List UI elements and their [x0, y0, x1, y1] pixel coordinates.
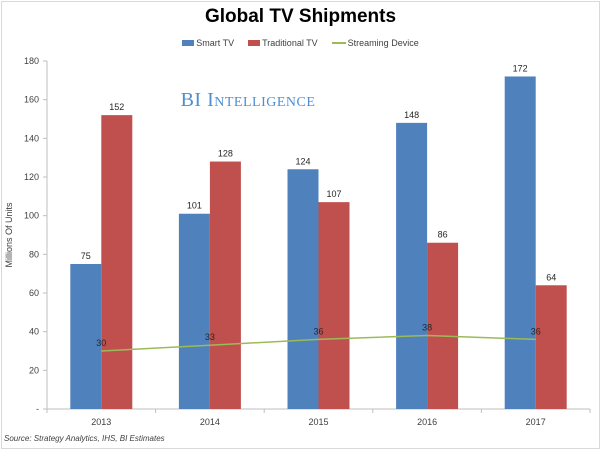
- legend-item-streaming-device: Streaming Device: [331, 38, 419, 48]
- axes: - 20 40 60 80 100 120 140 160 180 2013 2014 2015 2016…: [24, 56, 591, 427]
- data-label-traditional-tv: 86: [438, 230, 448, 240]
- bar-traditional-tv: [209, 161, 241, 409]
- x-tick-label: 2013: [91, 417, 111, 427]
- data-label-smart-tv: 75: [81, 251, 91, 261]
- chart-title: Global TV Shipments: [204, 6, 397, 27]
- legend-label-streaming-device: Streaming Device: [347, 38, 419, 48]
- legend-item-smart-tv: Smart TV: [182, 38, 234, 48]
- bar-smart-tv: [70, 264, 102, 409]
- x-tick-label: 2016: [417, 417, 437, 427]
- data-label-streaming-device: 33: [205, 332, 215, 342]
- y-tick-label: 100: [24, 211, 39, 221]
- y-tick-label: 140: [24, 133, 39, 143]
- legend-item-traditional-tv: Traditional TV: [248, 38, 318, 48]
- y-tick-label: 180: [24, 56, 39, 66]
- y-tick-label: 160: [24, 95, 39, 105]
- bars: [70, 76, 567, 409]
- y-tick-label: 80: [29, 249, 39, 259]
- bar-smart-tv: [504, 76, 536, 409]
- data-label-smart-tv: 124: [295, 156, 310, 166]
- legend-swatch-smart-tv: [182, 40, 195, 46]
- bar-traditional-tv: [318, 202, 350, 409]
- bar-traditional-tv: [427, 242, 459, 409]
- y-tick-label: 20: [29, 365, 39, 375]
- legend: Smart TV Traditional TV Streaming Device: [0, 38, 601, 48]
- y-tick-label: 120: [24, 172, 39, 182]
- y-tick-label: -: [36, 404, 39, 414]
- legend-label-smart-tv: Smart TV: [196, 38, 235, 48]
- y-tick-label: 60: [29, 288, 39, 298]
- bar-smart-tv: [396, 122, 428, 409]
- data-label-traditional-tv: 64: [546, 272, 556, 282]
- line-streaming-device: [101, 334, 536, 352]
- legend-label-traditional-tv: Traditional TV: [262, 38, 318, 48]
- x-tick-label: 2017: [526, 417, 546, 427]
- data-label-traditional-tv: 107: [326, 189, 341, 199]
- data-label-smart-tv: 172: [513, 63, 528, 73]
- data-label-smart-tv: 101: [187, 201, 202, 211]
- data-label-streaming-device: 38: [422, 323, 432, 333]
- y-axis-label: Millions Of Units: [4, 202, 14, 268]
- bar-traditional-tv: [535, 285, 567, 409]
- legend-swatch-traditional-tv: [248, 40, 261, 46]
- bar-smart-tv: [178, 213, 210, 409]
- x-tick-label: 2015: [308, 417, 328, 427]
- x-tick-label: 2014: [200, 417, 220, 427]
- data-label-streaming-device: 36: [313, 326, 323, 336]
- data-label-streaming-device: 36: [531, 326, 541, 336]
- data-label-streaming-device: 30: [96, 338, 106, 348]
- y-tick-label: 40: [29, 327, 39, 337]
- bar-traditional-tv: [101, 115, 133, 409]
- data-labels: 75 152 101 128 124 107 148 86 172 64 30 33 36 38 36: [81, 63, 556, 348]
- data-label-traditional-tv: 128: [218, 149, 233, 159]
- source-note: Source: Strategy Analytics, IHS, BI Esti…: [4, 434, 165, 443]
- data-label-smart-tv: 148: [404, 110, 419, 120]
- watermark-bi-intelligence: BI Intelligence: [181, 89, 316, 111]
- data-label-traditional-tv: 152: [109, 102, 124, 112]
- legend-swatch-streaming-device: [331, 42, 346, 44]
- streaming-line: [101, 334, 536, 352]
- bar-smart-tv: [287, 169, 319, 409]
